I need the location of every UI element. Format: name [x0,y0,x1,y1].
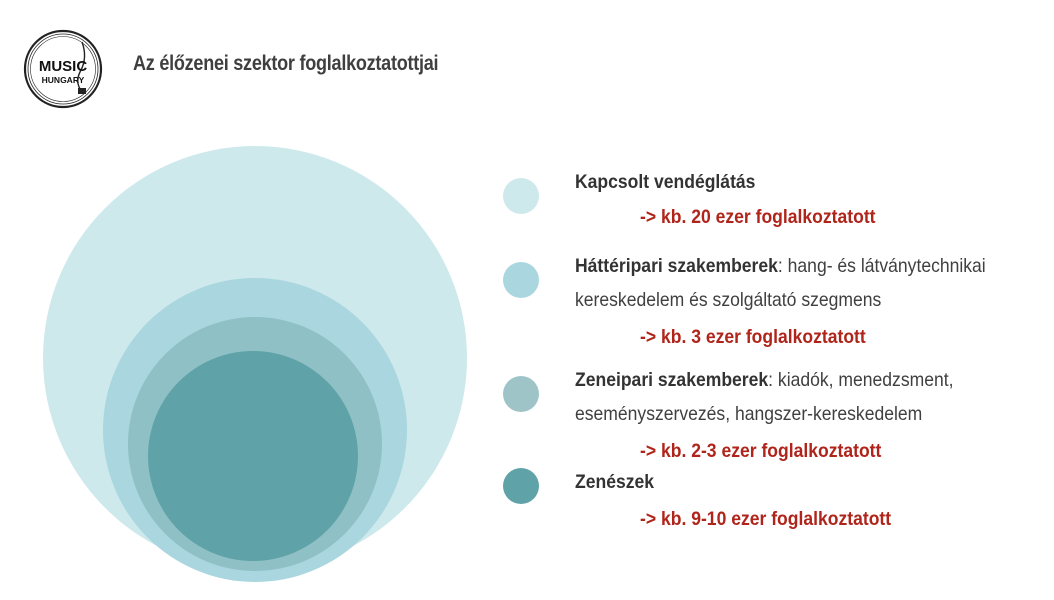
legend-name-kapcsolt: Kapcsolt vendéglátás [575,171,756,193]
legend-count-kapcsolt: -> kb. 20 ezer foglalkoztatott [640,206,876,228]
legend-dot-kapcsolt [503,178,539,214]
legend-dot-hatteripari [503,262,539,298]
legend-dot-zeneipari [503,376,539,412]
legend-desc-hatteripari-2: kereskedelem és szolgáltató szegmens [575,289,882,311]
legend-count-zeneszek: -> kb. 9-10 ezer foglalkoztatott [640,508,892,530]
legend-name-hatteripari: Háttéripari szakemberek [575,255,778,277]
music-hungary-logo: MUSIC HUNGARY [23,29,103,109]
legend-name-zeneszek: Zenészek [575,471,655,493]
logo-text-hungary: HUNGARY [42,75,85,85]
page-title: Az élőzenei szektor foglalkoztatottjai [133,52,439,75]
logo-text-music: MUSIC [39,58,88,75]
legend-desc-hatteripari-1: : hang- és látványtechnikai [777,255,986,277]
legend-desc-zeneipari-1: : kiadók, menedzsment, [768,369,954,391]
legend-name-zeneipari: Zeneipari szakemberek [575,369,769,391]
legend-desc-zeneipari-2: eseményszervezés, hangszer-kereskedelem [575,403,923,425]
legend-count-hatteripari: -> kb. 3 ezer foglalkoztatott [640,326,866,348]
legend-dot-zeneszek [503,468,539,504]
circle-zeneszek [148,351,358,561]
legend-count-zeneipari: -> kb. 2-3 ezer foglalkoztatott [640,440,882,462]
